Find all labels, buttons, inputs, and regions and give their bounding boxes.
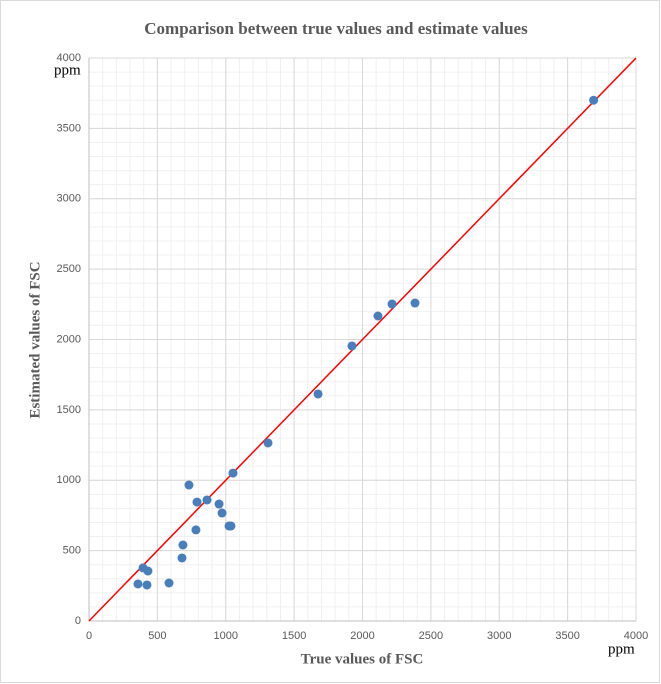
- chart-title: Comparison between true values and estim…: [144, 19, 528, 38]
- y-tick-label: 1500: [57, 404, 81, 416]
- point: [228, 468, 238, 478]
- point: [373, 311, 383, 321]
- y-tick-label: 0: [75, 615, 81, 627]
- grid: [88, 57, 637, 622]
- point: [191, 525, 201, 535]
- point: [589, 95, 599, 105]
- point: [313, 389, 323, 399]
- y-tick-label: 1000: [57, 474, 81, 486]
- point: [177, 553, 187, 563]
- y-axis-title: Estimated values of FSC: [27, 261, 43, 418]
- x-tick-label: 2500: [419, 630, 443, 642]
- x-tick-label: 0: [86, 630, 92, 642]
- point: [184, 480, 194, 490]
- x-tick-label: 3500: [555, 630, 579, 642]
- x-tick-label: 1500: [282, 630, 306, 642]
- point: [142, 580, 152, 590]
- identity-line: [88, 57, 637, 622]
- x-axis-title: True values of FSC: [301, 651, 424, 667]
- y-tick-label: 3500: [57, 122, 81, 134]
- y-tick-label: 2000: [57, 333, 81, 345]
- point: [214, 499, 224, 509]
- y-tick-label: 3000: [57, 193, 81, 205]
- y-tick-label: 500: [63, 545, 81, 557]
- point: [217, 508, 227, 518]
- point: [226, 521, 236, 531]
- x-tick-label: 2000: [350, 630, 374, 642]
- point: [143, 566, 153, 576]
- x-unit: ppm: [608, 641, 635, 657]
- x-tick-label: 4000: [624, 630, 648, 642]
- point: [133, 579, 143, 589]
- point: [164, 578, 174, 588]
- point: [263, 438, 273, 448]
- point: [387, 299, 397, 309]
- point: [347, 341, 357, 351]
- x-tick-label: 500: [148, 630, 166, 642]
- point: [192, 497, 202, 507]
- x-tick-label: 1000: [214, 630, 238, 642]
- point: [202, 495, 212, 505]
- point: [178, 540, 188, 550]
- y-tick-label: 4000: [57, 52, 81, 64]
- y-tick-label: 2500: [57, 263, 81, 275]
- point: [410, 298, 420, 308]
- y-unit: ppm: [54, 62, 81, 78]
- x-tick-label: 3000: [487, 630, 511, 642]
